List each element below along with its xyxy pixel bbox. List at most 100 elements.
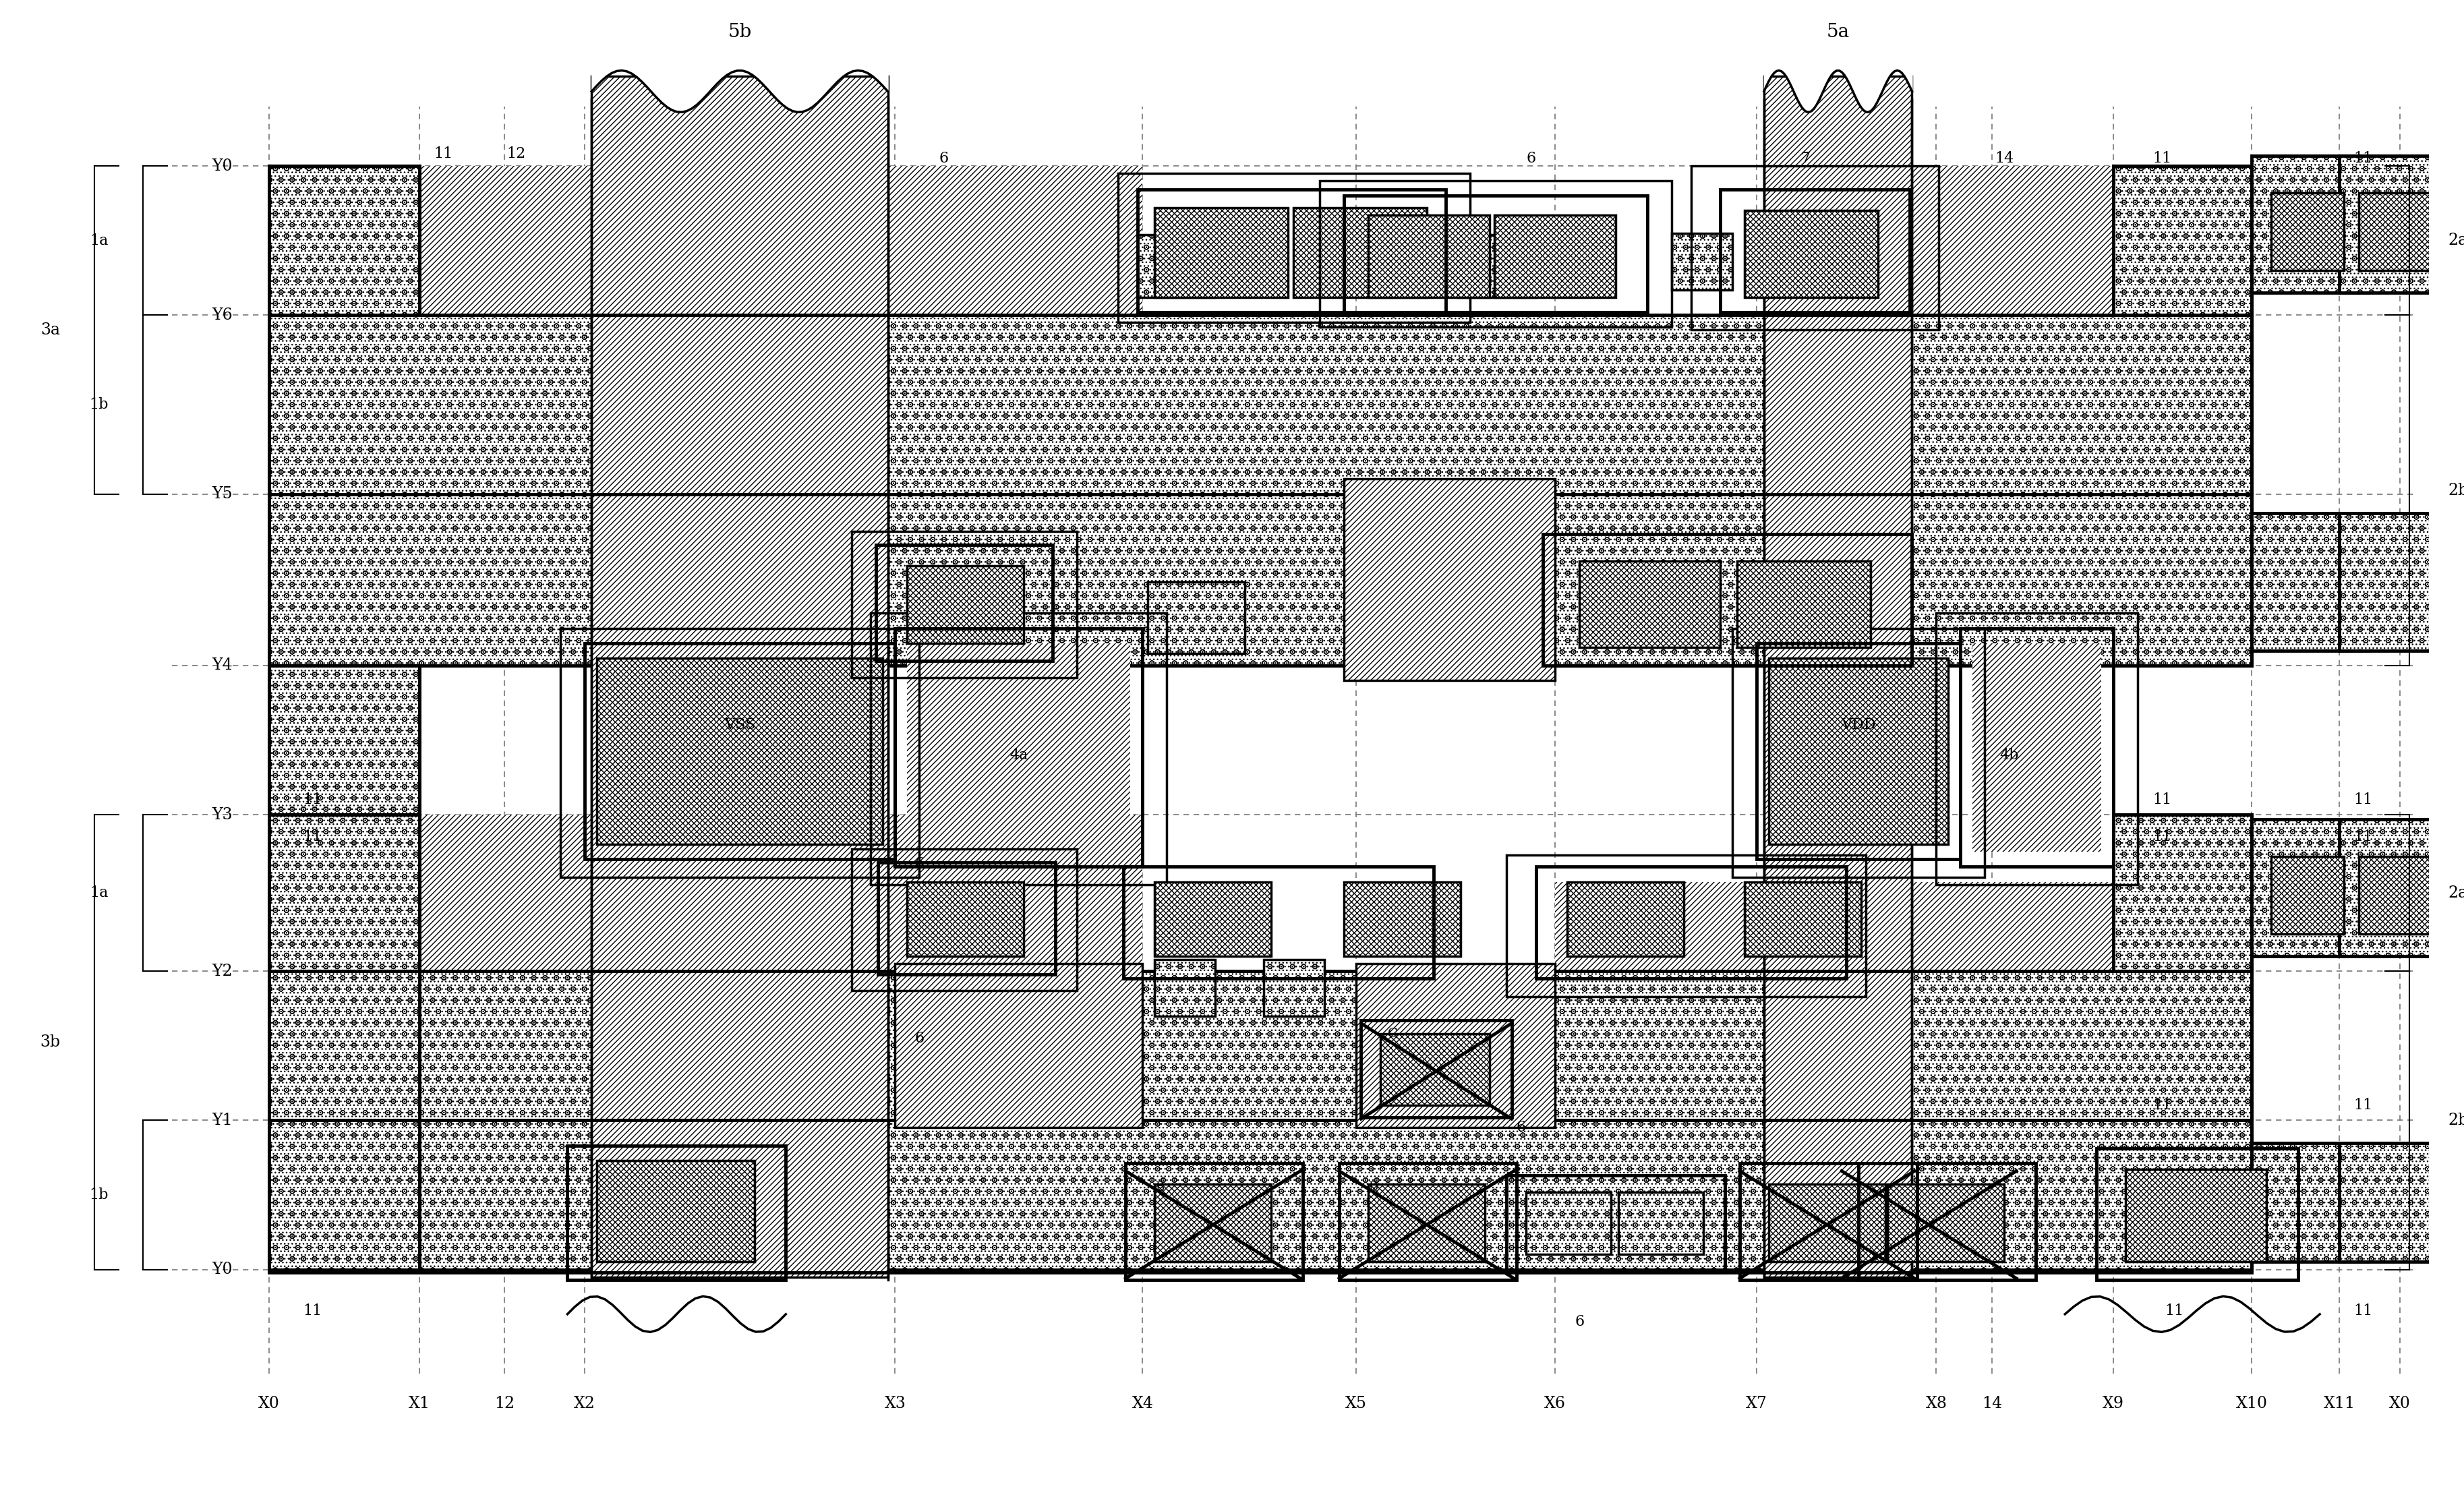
Bar <box>269 315 2252 493</box>
Text: 11: 11 <box>2154 830 2171 845</box>
Bar <box>2252 513 2368 650</box>
Bar <box>1745 882 1860 957</box>
Bar <box>1737 561 1870 647</box>
Bar <box>269 493 2252 665</box>
Text: 3a: 3a <box>39 323 59 338</box>
Bar <box>1321 181 1671 327</box>
Text: 14: 14 <box>1981 1396 2003 1411</box>
Text: 3b: 3b <box>39 1035 62 1049</box>
Bar <box>269 815 419 972</box>
Bar <box>853 849 1077 991</box>
Text: 4a: 4a <box>1010 748 1027 762</box>
Text: 2a: 2a <box>2449 885 2464 900</box>
Bar <box>1567 882 1683 957</box>
Text: C: C <box>1387 1027 1397 1041</box>
Text: 11: 11 <box>2154 151 2171 166</box>
Text: 11: 11 <box>303 1304 323 1319</box>
Text: Y0: Y0 <box>212 1262 232 1277</box>
Text: 7: 7 <box>1801 151 1811 166</box>
Bar <box>1732 628 1986 878</box>
Text: X2: X2 <box>574 1396 596 1411</box>
Bar <box>1459 235 1535 298</box>
Bar <box>1671 233 1732 290</box>
Bar <box>907 643 1131 852</box>
Text: 2b: 2b <box>2447 1112 2464 1129</box>
Bar <box>1355 964 1555 1127</box>
Bar <box>2338 819 2457 957</box>
Bar <box>2126 1169 2267 1262</box>
Bar <box>1579 561 1720 647</box>
Bar <box>1757 643 1961 860</box>
Text: X5: X5 <box>1345 1396 1368 1411</box>
Text: 11: 11 <box>2353 792 2373 807</box>
Bar <box>1321 233 1380 290</box>
Text: X3: X3 <box>885 1396 907 1411</box>
Text: 4b: 4b <box>1998 748 2018 762</box>
Bar <box>875 544 1052 661</box>
Bar <box>853 531 1077 677</box>
Bar <box>1740 1163 1917 1280</box>
Bar <box>1720 190 1910 312</box>
Text: VSS: VSS <box>724 718 756 733</box>
Bar <box>887 166 1143 493</box>
Bar <box>2252 155 2368 293</box>
Text: 11: 11 <box>303 830 323 845</box>
Bar <box>1126 1163 1303 1280</box>
Bar <box>1961 628 2114 867</box>
Text: 1a: 1a <box>89 233 108 248</box>
Text: 6: 6 <box>914 1032 924 1045</box>
Text: 11: 11 <box>2353 830 2373 845</box>
Text: 11: 11 <box>2353 1304 2373 1319</box>
Bar <box>1745 211 1878 298</box>
Text: X11: X11 <box>2324 1396 2356 1411</box>
Bar <box>1912 166 2114 315</box>
Bar <box>269 166 419 315</box>
Bar <box>1764 76 1912 1277</box>
Bar <box>419 815 591 1269</box>
Bar <box>2358 193 2432 271</box>
Bar <box>1769 658 1949 845</box>
Bar <box>2338 513 2457 650</box>
Bar <box>1360 1021 1510 1117</box>
Text: Y1: Y1 <box>212 1112 232 1129</box>
Text: 2a: 2a <box>2449 233 2464 248</box>
Bar <box>1138 190 1446 312</box>
Text: 11: 11 <box>2353 151 2373 166</box>
Text: Y4: Y4 <box>212 658 232 673</box>
Text: X9: X9 <box>2102 1396 2124 1411</box>
Bar <box>2338 155 2457 293</box>
Bar <box>1119 173 1471 323</box>
Bar <box>1555 882 1764 1269</box>
Bar <box>1156 1184 1271 1262</box>
Bar <box>2114 166 2252 315</box>
Bar <box>2097 1148 2299 1280</box>
Bar <box>1294 208 1427 298</box>
Text: 11: 11 <box>2166 1304 2183 1319</box>
Bar <box>1340 1163 1515 1280</box>
Text: 5a: 5a <box>1826 22 1850 40</box>
Bar <box>269 972 419 1269</box>
Bar <box>567 1145 786 1280</box>
Text: 5b: 5b <box>727 22 752 40</box>
Text: VDD: VDD <box>1841 718 1875 733</box>
Text: Y6: Y6 <box>212 308 232 323</box>
Text: 6: 6 <box>914 857 924 872</box>
Text: X8: X8 <box>1924 1396 1947 1411</box>
Bar <box>419 166 591 493</box>
Text: Y3: Y3 <box>212 807 232 822</box>
Bar <box>584 643 894 860</box>
Bar <box>894 628 1143 867</box>
Text: 11: 11 <box>2353 1097 2373 1112</box>
Bar <box>1148 582 1244 653</box>
Text: Y0: Y0 <box>212 158 232 173</box>
Bar <box>1368 215 1491 298</box>
Bar <box>1769 1184 1885 1262</box>
Bar <box>1542 534 1912 665</box>
Text: 11: 11 <box>434 147 453 161</box>
Bar <box>1138 235 1215 298</box>
Text: 11: 11 <box>303 792 323 807</box>
Text: Y2: Y2 <box>212 963 232 979</box>
Bar <box>870 613 1168 885</box>
Bar <box>1525 1192 1611 1254</box>
Bar <box>269 972 2252 1120</box>
